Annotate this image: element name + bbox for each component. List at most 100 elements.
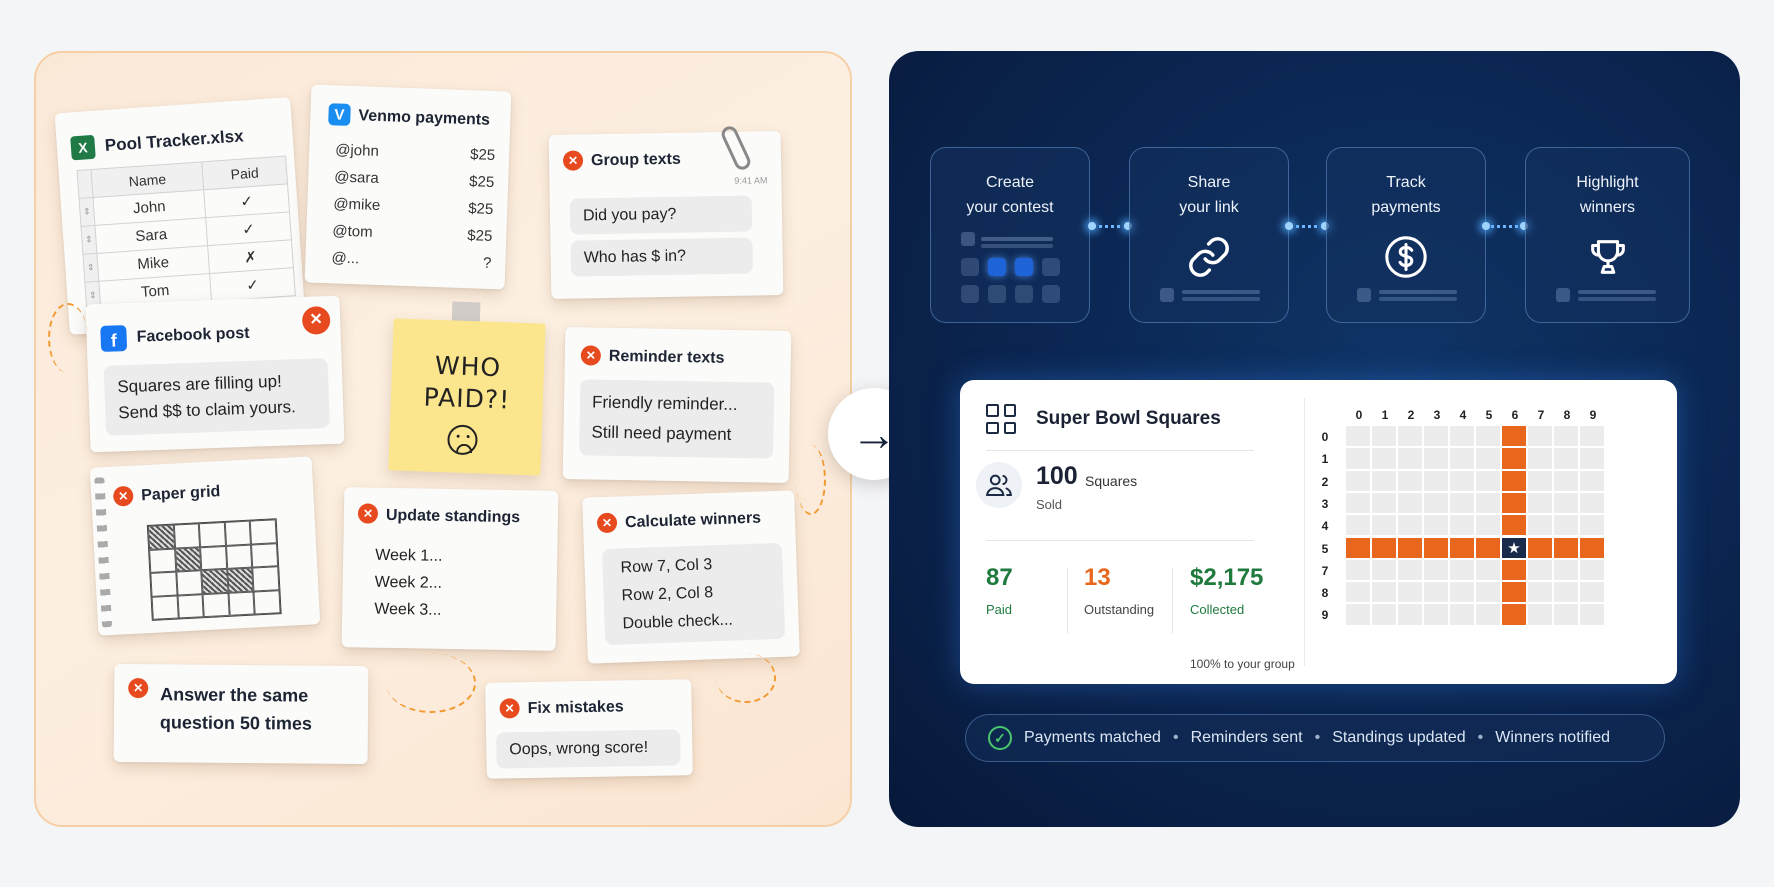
grid-square[interactable] [1502,492,1526,514]
grid-square[interactable] [1554,515,1578,536]
grid-square[interactable] [1502,515,1526,536]
grid-square[interactable] [1528,470,1552,491]
grid-square[interactable] [1528,537,1552,558]
grid-square[interactable] [1450,604,1474,625]
grid-square[interactable] [1398,537,1422,558]
grid-square[interactable] [1580,604,1604,625]
grid-square[interactable] [1372,448,1396,469]
grid-square[interactable] [1476,515,1500,536]
row-header: 7 [1321,563,1329,578]
trophy-icon [1583,232,1633,282]
grid-square[interactable] [1580,559,1604,581]
grid-square[interactable] [1346,492,1370,514]
grid-square[interactable] [1554,470,1578,491]
sad-face-icon [446,424,479,456]
winning-square[interactable]: ★ [1502,537,1526,558]
grid-square[interactable] [1450,582,1474,603]
grid-square[interactable] [1346,515,1370,536]
grid-square[interactable] [1398,604,1422,625]
grid-square[interactable] [1424,537,1448,558]
grid-square[interactable] [1372,582,1396,603]
grid-square[interactable] [1476,604,1500,625]
grid-square[interactable] [1580,537,1604,558]
grid-square[interactable] [1424,582,1448,603]
grid-square[interactable] [1476,426,1500,447]
grid-square[interactable] [1554,537,1578,558]
grid-square[interactable] [1476,559,1500,581]
grid-square[interactable] [1424,604,1448,625]
grid-square[interactable] [1554,582,1578,603]
grid-square[interactable] [1424,515,1448,536]
grid-square[interactable] [1398,582,1422,603]
grid-square[interactable] [1476,537,1500,558]
grid-square[interactable] [1450,470,1474,491]
grid-square[interactable] [1372,426,1396,447]
grid-square[interactable] [1398,470,1422,491]
grid-square[interactable] [1580,470,1604,491]
grid-square[interactable] [1554,604,1578,625]
grid-square[interactable] [1502,582,1526,603]
grid-square[interactable] [1398,426,1422,447]
grid-square[interactable] [1528,559,1552,581]
grid-square[interactable] [1528,426,1552,447]
grid-square[interactable] [1476,582,1500,603]
grid-square[interactable] [1424,470,1448,491]
grid-square[interactable] [1424,559,1448,581]
grid-square[interactable] [1450,448,1474,469]
grid-square[interactable] [1580,448,1604,469]
grid-square[interactable] [1450,559,1474,581]
grid-square[interactable] [1346,426,1370,447]
grid-square[interactable] [1372,470,1396,491]
grid-square[interactable] [1346,537,1370,558]
grid-square[interactable] [1476,492,1500,514]
sticky-note: WHO PAID?! [388,318,546,476]
grid-square[interactable] [1346,470,1370,491]
column-header: 3 [1433,408,1441,422]
grid-square[interactable] [1372,492,1396,514]
grid-square[interactable] [1502,470,1526,491]
grid-square[interactable] [1502,448,1526,469]
grid-square[interactable] [1580,582,1604,603]
grid-square[interactable] [1372,537,1396,558]
grid-square[interactable] [1476,448,1500,469]
grid-square[interactable] [1554,426,1578,447]
grid-square[interactable] [1398,448,1422,469]
grid-square[interactable] [1528,448,1552,469]
grid-square[interactable] [1450,492,1474,514]
grid-square[interactable] [1580,515,1604,536]
grid-square[interactable] [1372,604,1396,625]
grid-square[interactable] [1476,470,1500,491]
grid-square[interactable] [1372,559,1396,581]
grid-square[interactable] [1528,604,1552,625]
grid-square[interactable] [1528,515,1552,536]
grid-square[interactable] [1346,604,1370,625]
grid-square[interactable] [1424,426,1448,447]
grid-square[interactable] [1554,492,1578,514]
grid-square[interactable] [1554,448,1578,469]
grid-square[interactable] [1398,559,1422,581]
grid-square[interactable] [1580,492,1604,514]
grid-square[interactable] [1372,515,1396,536]
grid-square[interactable] [1346,559,1370,581]
grid-square[interactable] [1424,448,1448,469]
grid-square[interactable] [1554,559,1578,581]
grid-square[interactable] [1502,604,1526,625]
status-item: Standings updated [1332,729,1466,746]
grid-square[interactable] [1346,448,1370,469]
grid-square[interactable] [1528,492,1552,514]
grid-square[interactable] [1450,426,1474,447]
grid-square[interactable] [1424,492,1448,514]
grid-icon [961,232,1061,303]
column-header: 7 [1537,408,1545,422]
collected-value: $2,175 [1190,564,1264,591]
grid-square[interactable] [1450,515,1474,536]
grid-square[interactable] [1450,537,1474,558]
grid-square[interactable] [1502,559,1526,581]
payment-user: @... [331,249,360,268]
grid-square[interactable] [1398,515,1422,536]
grid-square[interactable] [1528,582,1552,603]
grid-square[interactable] [1346,582,1370,603]
grid-square[interactable] [1398,492,1422,514]
grid-square[interactable] [1580,426,1604,447]
grid-square[interactable] [1502,426,1526,447]
